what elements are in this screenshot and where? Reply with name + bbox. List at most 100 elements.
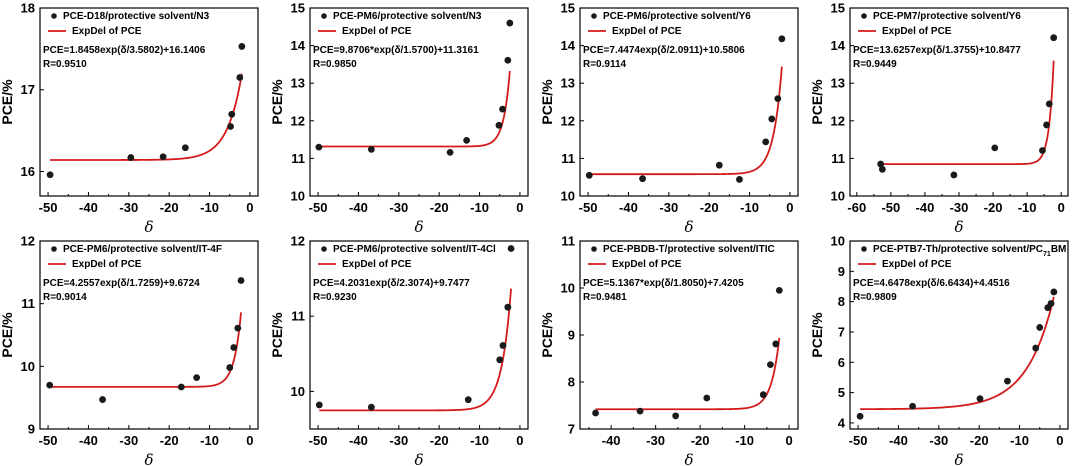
y-tick-label: 7 [838, 324, 845, 339]
data-point [504, 56, 512, 64]
correlation-value: R=0.9481 [583, 292, 627, 303]
legend-label-fit: ExpDel of PCE [342, 26, 412, 37]
data-point [856, 412, 864, 420]
y-tick-label: 11 [831, 151, 845, 166]
correlation-value: R=0.9014 [43, 292, 87, 303]
x-tick-label: -40 [349, 200, 368, 215]
x-tick-label: -30 [389, 433, 408, 448]
y-tick-label: 9 [838, 264, 845, 279]
y-tick-label: 11 [561, 151, 575, 166]
data-point [367, 403, 375, 411]
legend-marker [861, 246, 867, 252]
data-point [636, 407, 644, 415]
data-point [909, 402, 916, 410]
legend-label-fit: ExpDel of PCE [72, 26, 142, 37]
y-tick-label: 14 [561, 38, 576, 53]
x-axis-title: δ [414, 451, 423, 466]
legend-label-scatter: PCE-PM6/protective solvent/Y6 [603, 11, 751, 22]
data-point [950, 171, 958, 179]
x-tick-label: -30 [119, 433, 138, 448]
y-tick-label: 10 [291, 189, 305, 204]
data-point [238, 43, 246, 50]
x-tick-label: 0 [1056, 433, 1063, 448]
legend-marker [51, 246, 57, 252]
x-tick-label: -10 [470, 200, 489, 215]
y-axis-title: PCE/% [809, 79, 825, 125]
y-tick-label: 8 [838, 294, 845, 309]
y-tick-label: 11 [561, 234, 575, 249]
y-tick-label: 12 [21, 234, 35, 249]
data-point [672, 412, 680, 420]
y-tick-label: 10 [831, 234, 845, 249]
chart-panel-6: -50 -40 -30 -20 -10 0 10 11 12 δ PCE/% PCE-PM6/prot… [269, 234, 529, 466]
data-point [762, 138, 770, 146]
y-tick-label: 16 [21, 164, 35, 179]
data-point [237, 277, 245, 284]
data-point [46, 171, 54, 179]
chart-panel-1: -50 -40 -30 -20 -10 0 16 17 18 δ PCE/% PCE-D18/prot… [0, 1, 259, 236]
x-tick-label: -50 [309, 433, 328, 448]
x-axis-title: δ [144, 451, 153, 466]
data-point [127, 154, 135, 161]
y-tick-label: 18 [21, 1, 35, 16]
x-tick-label: -10 [200, 433, 219, 448]
data-point [1045, 100, 1053, 108]
y-tick-label: 14 [291, 38, 306, 53]
fit-curve [49, 312, 242, 388]
x-tick-label: -10 [735, 433, 754, 448]
data-point [768, 115, 776, 123]
data-point [504, 303, 512, 311]
y-tick-label: 15 [831, 1, 845, 16]
data-point [778, 35, 786, 43]
y-tick-label: 12 [561, 113, 575, 128]
fit-equation: PCE=4.2557exp(δ/1.7259)+9.6724 [43, 278, 200, 289]
data-point [1032, 344, 1040, 352]
legend-marker [51, 13, 57, 19]
x-axis-title: δ [684, 218, 693, 236]
data-point [496, 356, 504, 364]
legend-marker [591, 13, 597, 19]
fit-curve [589, 66, 783, 176]
fit-equation: PCE=9.8706*exp(δ/1.5700)+11.3161 [313, 45, 479, 56]
legend-label-scatter: PCE-PM6/protective solvent/N3 [333, 11, 482, 22]
data-point [181, 144, 189, 152]
y-tick-label: 10 [831, 189, 845, 204]
chart-panel-4: -60 -50 -40 -30 -20 -10 0 10 11 12 13 14 15 δ PCE/% PCE… [809, 1, 1069, 236]
x-tick-label: -30 [389, 200, 408, 215]
fit-equation: PCE=4.6478exp(δ/6.6434)+4.4516 [853, 278, 1010, 289]
data-point [228, 110, 236, 118]
data-point [1043, 121, 1050, 129]
x-axis-title: δ [144, 218, 153, 236]
data-point [703, 394, 711, 402]
chart-panel-7: -40 -30 -20 -10 0 7 8 9 10 11 δ PCE/% PCE-PBDB-T/pro… [539, 234, 799, 466]
y-tick-label: 13 [291, 76, 305, 91]
data-point [639, 175, 646, 183]
data-point [1039, 147, 1046, 154]
x-tick-label: -50 [309, 200, 328, 215]
fit-equation: PCE=5.1367*exp(δ/1.8050)+7.4205 [583, 278, 744, 289]
x-tick-label: -40 [619, 200, 638, 215]
x-tick-label: -20 [430, 200, 449, 215]
x-tick-label: -10 [1010, 433, 1029, 448]
data-point [315, 143, 323, 151]
x-tick-label: 0 [246, 200, 253, 215]
x-tick-label: -10 [1018, 200, 1037, 215]
x-tick-label: -40 [79, 433, 98, 448]
x-tick-label: -20 [700, 200, 719, 215]
x-tick-label: -20 [970, 433, 989, 448]
data-point [775, 286, 783, 294]
y-tick-label: 10 [291, 384, 305, 399]
x-tick-label: 0 [785, 433, 792, 448]
y-tick-label: 10 [21, 359, 35, 374]
legend-marker [321, 246, 327, 252]
correlation-value: R=0.9230 [313, 292, 357, 303]
x-tick-label: -20 [430, 433, 449, 448]
y-tick-label: 8 [568, 375, 575, 390]
data-point [767, 361, 774, 369]
y-tick-label: 9 [568, 328, 575, 343]
chart-panel-2: -50 -40 -30 -20 -10 0 10 11 12 13 14 15 δ PCE/% PCE-PM… [269, 1, 529, 236]
x-tick-label: 0 [246, 433, 253, 448]
x-tick-label: -40 [602, 433, 621, 448]
fit-curve [318, 70, 511, 148]
data-point [506, 19, 514, 27]
